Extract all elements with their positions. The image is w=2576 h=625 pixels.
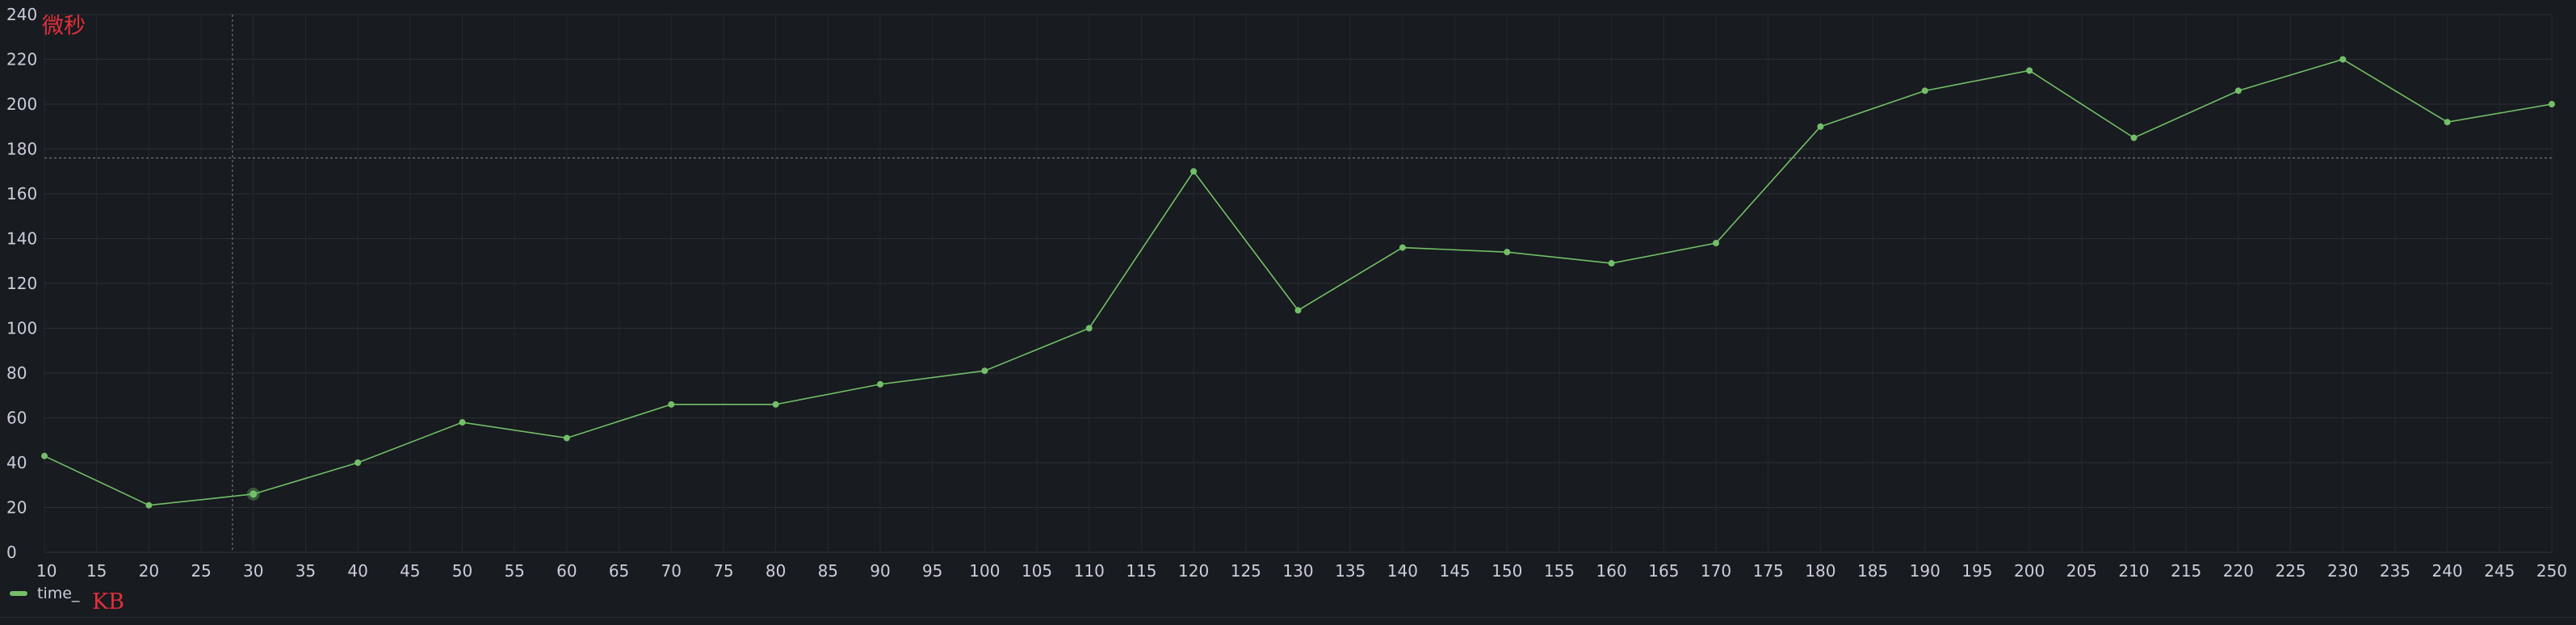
data-point: [772, 401, 779, 408]
x-tick-label: 130: [1282, 561, 1313, 581]
x-tick-label: 150: [1491, 561, 1522, 581]
x-tick-label: 250: [2536, 561, 2567, 581]
data-point: [2444, 119, 2451, 126]
x-tick-label: 90: [870, 561, 890, 581]
x-tick-label: 160: [1596, 561, 1627, 581]
data-point: [668, 401, 675, 408]
grid: [44, 14, 2553, 553]
x-tick-label: 205: [2066, 561, 2097, 581]
data-point: [145, 501, 153, 509]
y-tick-label: 60: [6, 409, 27, 428]
data-point: [1713, 240, 1719, 247]
y-tick-label: 100: [6, 319, 37, 338]
x-tick-label: 20: [139, 561, 159, 581]
x-tick-label: 185: [1857, 561, 1888, 581]
x-tick-label: 80: [766, 561, 786, 581]
x-tick-label: 180: [1805, 561, 1836, 581]
y-tick-label: 180: [6, 140, 37, 159]
x-tick-label: 145: [1439, 561, 1470, 581]
x-tick-label: 155: [1544, 561, 1575, 581]
y-tick-label: 40: [6, 453, 27, 472]
data-point: [2026, 67, 2033, 74]
x-tick-label: 200: [2014, 561, 2045, 581]
y-tick-label: 160: [6, 184, 37, 203]
x-tick-label: 125: [1231, 561, 1261, 581]
x-tick-label: 100: [969, 561, 1000, 581]
y-tick-label: 20: [6, 498, 27, 518]
x-tick-label: 165: [1648, 561, 1679, 581]
x-tick-label: 75: [713, 561, 733, 581]
x-axis-unit-annotation: KB: [92, 589, 125, 615]
x-tick-label: 220: [2223, 561, 2254, 581]
y-tick-label: 0: [6, 543, 17, 562]
y-tick-label: 80: [6, 363, 27, 383]
x-tick-label: 55: [504, 561, 524, 581]
y-tick-label: 200: [6, 94, 37, 114]
data-point: [1921, 87, 1928, 94]
data-point: [459, 419, 466, 426]
x-tick-label: 195: [1961, 561, 1992, 581]
x-tick-label: 225: [2275, 561, 2305, 581]
x-tick-label: 35: [296, 561, 316, 581]
legend-label[interactable]: time_: [37, 585, 80, 602]
data-point: [1608, 260, 1615, 267]
data-point: [355, 459, 362, 466]
data-point: [250, 490, 258, 498]
x-tick-label: 105: [1022, 561, 1052, 581]
legend[interactable]: time_: [10, 585, 79, 602]
data-point: [2549, 101, 2555, 107]
x-tick-label: 70: [661, 561, 682, 581]
x-tick-label: 95: [922, 561, 942, 581]
y-tick-label: 220: [6, 50, 37, 69]
data-point: [1294, 307, 1302, 314]
x-tick-label: 65: [609, 561, 629, 581]
crosshair: [44, 15, 2552, 552]
x-tick-label: 40: [347, 561, 367, 581]
data-point: [877, 380, 883, 388]
data-point: [41, 452, 48, 459]
x-tick-label: 215: [2171, 561, 2201, 581]
data-point: [2130, 134, 2138, 141]
x-tick-label: 210: [2118, 561, 2149, 581]
data-point: [2339, 56, 2347, 63]
x-tick-label: 175: [1753, 561, 1784, 581]
series-time: [41, 56, 2555, 509]
y-axis-ticks: 0 20 40 60 80 100 120 140 160 180 200 220 240: [6, 5, 37, 562]
x-tick-label: 110: [1074, 561, 1105, 581]
x-tick-label: 10: [36, 561, 57, 581]
y-axis-unit-annotation: 微秒: [42, 14, 86, 39]
x-tick-label: 15: [86, 561, 107, 581]
panel-divider: [0, 617, 2576, 618]
data-point: [2234, 87, 2242, 94]
x-tick-label: 30: [243, 561, 263, 581]
data-point: [1085, 325, 1093, 332]
legend-swatch-icon: [10, 591, 27, 596]
x-tick-label: 190: [1910, 561, 1940, 581]
y-tick-label: 120: [6, 274, 37, 293]
x-tick-label: 25: [191, 561, 211, 581]
data-point: [1399, 244, 1406, 251]
x-tick-label: 230: [2327, 561, 2358, 581]
x-tick-label: 140: [1387, 561, 1418, 581]
x-tick-label: 120: [1178, 561, 1209, 581]
data-point: [1817, 123, 1824, 130]
x-tick-label: 235: [2380, 561, 2410, 581]
x-axis-ticks: 10 15 20 25 30 35 40 45 50 55 60 65 70 75 80 85 90 95 100 1…: [36, 561, 2567, 581]
x-tick-label: 50: [452, 561, 472, 581]
x-tick-label: 60: [556, 561, 577, 581]
x-tick-label: 245: [2484, 561, 2515, 581]
x-tick-label: 170: [1701, 561, 1731, 581]
y-tick-label: 140: [6, 229, 37, 249]
x-tick-label: 85: [818, 561, 838, 581]
x-tick-label: 45: [400, 561, 420, 581]
data-point: [1504, 249, 1511, 256]
data-point: [981, 367, 988, 375]
data-point: [563, 434, 570, 442]
x-tick-label: 240: [2432, 561, 2463, 581]
x-tick-label: 135: [1335, 561, 1366, 581]
y-tick-label: 240: [6, 5, 37, 24]
x-tick-label: 115: [1126, 561, 1156, 581]
data-point: [1190, 168, 1198, 175]
